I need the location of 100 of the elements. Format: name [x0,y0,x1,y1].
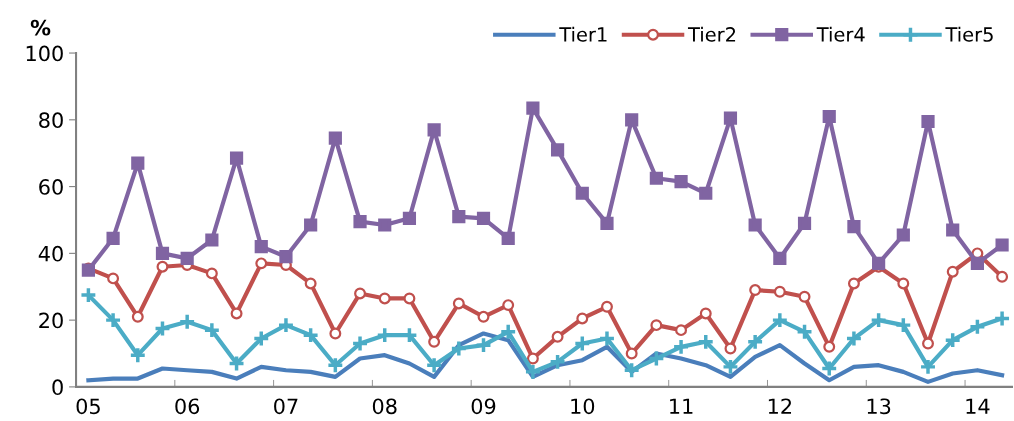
point [450,339,468,358]
point [601,300,613,313]
x-tick-label: 14 [966,398,990,414]
point [452,297,465,310]
x-tick-label: 12 [768,398,792,414]
point [252,329,270,348]
point [499,323,517,341]
point [573,334,591,353]
point [205,233,219,247]
point [230,307,243,320]
point [301,326,320,344]
point [773,285,786,298]
point [304,277,317,290]
point [551,330,564,343]
point [328,131,342,145]
point [771,311,789,329]
line-series [86,331,1005,384]
point [746,333,764,351]
point [351,334,369,353]
point [474,336,493,354]
point [180,251,194,265]
point [749,284,762,297]
point [922,337,934,350]
y-tick-label: 80 [39,112,63,129]
point [598,329,616,348]
y-tick-label: 40 [38,245,63,262]
point [897,277,910,290]
point [996,270,1009,283]
point [798,290,811,303]
point [205,267,218,280]
point [279,250,293,264]
x-tick-label: 05 [76,398,100,415]
point [353,215,367,229]
point [820,359,838,378]
point [625,113,639,127]
point [869,311,888,329]
point [674,174,688,189]
point [403,292,416,305]
legend-label: Tier4 [816,26,865,42]
point [675,324,688,337]
legend-label: Tier2 [687,26,736,42]
point [968,318,987,336]
point [944,331,962,349]
point [575,186,589,200]
point [847,220,861,234]
point [600,216,614,230]
x-tick-label: 08 [372,398,397,415]
y-tick-label: 60 [39,179,63,195]
point [107,272,120,285]
point [822,109,836,124]
point [524,363,542,381]
legend-label: Tier5 [945,26,993,42]
point [995,238,1009,252]
point [131,156,145,170]
point [104,311,122,329]
point [847,277,860,290]
point [650,319,663,332]
point [178,313,196,331]
point [452,210,466,224]
point [229,151,244,165]
point [155,246,170,260]
point [156,260,169,273]
point [896,228,910,242]
x-tick-label: 13 [867,398,891,415]
point [304,218,318,232]
point [329,327,342,340]
point [354,287,367,300]
point [724,342,737,355]
point [402,211,417,225]
point [795,323,814,341]
point [845,329,863,348]
point [477,310,490,323]
point [699,307,712,320]
point [203,321,221,339]
point [672,338,690,356]
point [946,223,960,237]
point [625,347,638,360]
point [946,265,959,278]
point [647,349,666,368]
point [428,335,441,348]
point [697,333,715,351]
point [254,240,268,254]
point [919,358,937,376]
point [723,111,738,125]
point [425,356,443,374]
point [548,353,567,371]
point [129,346,147,364]
point [649,171,663,185]
x-tick-label: 07 [274,398,298,415]
x-tick-label: 09 [471,398,496,415]
point [526,101,540,115]
point [921,114,935,129]
point [894,316,912,334]
point [476,211,491,225]
point [823,340,836,353]
point [970,256,984,270]
point [378,292,391,305]
point [277,316,295,334]
y-axis-title: % [30,19,51,36]
point [255,257,268,270]
